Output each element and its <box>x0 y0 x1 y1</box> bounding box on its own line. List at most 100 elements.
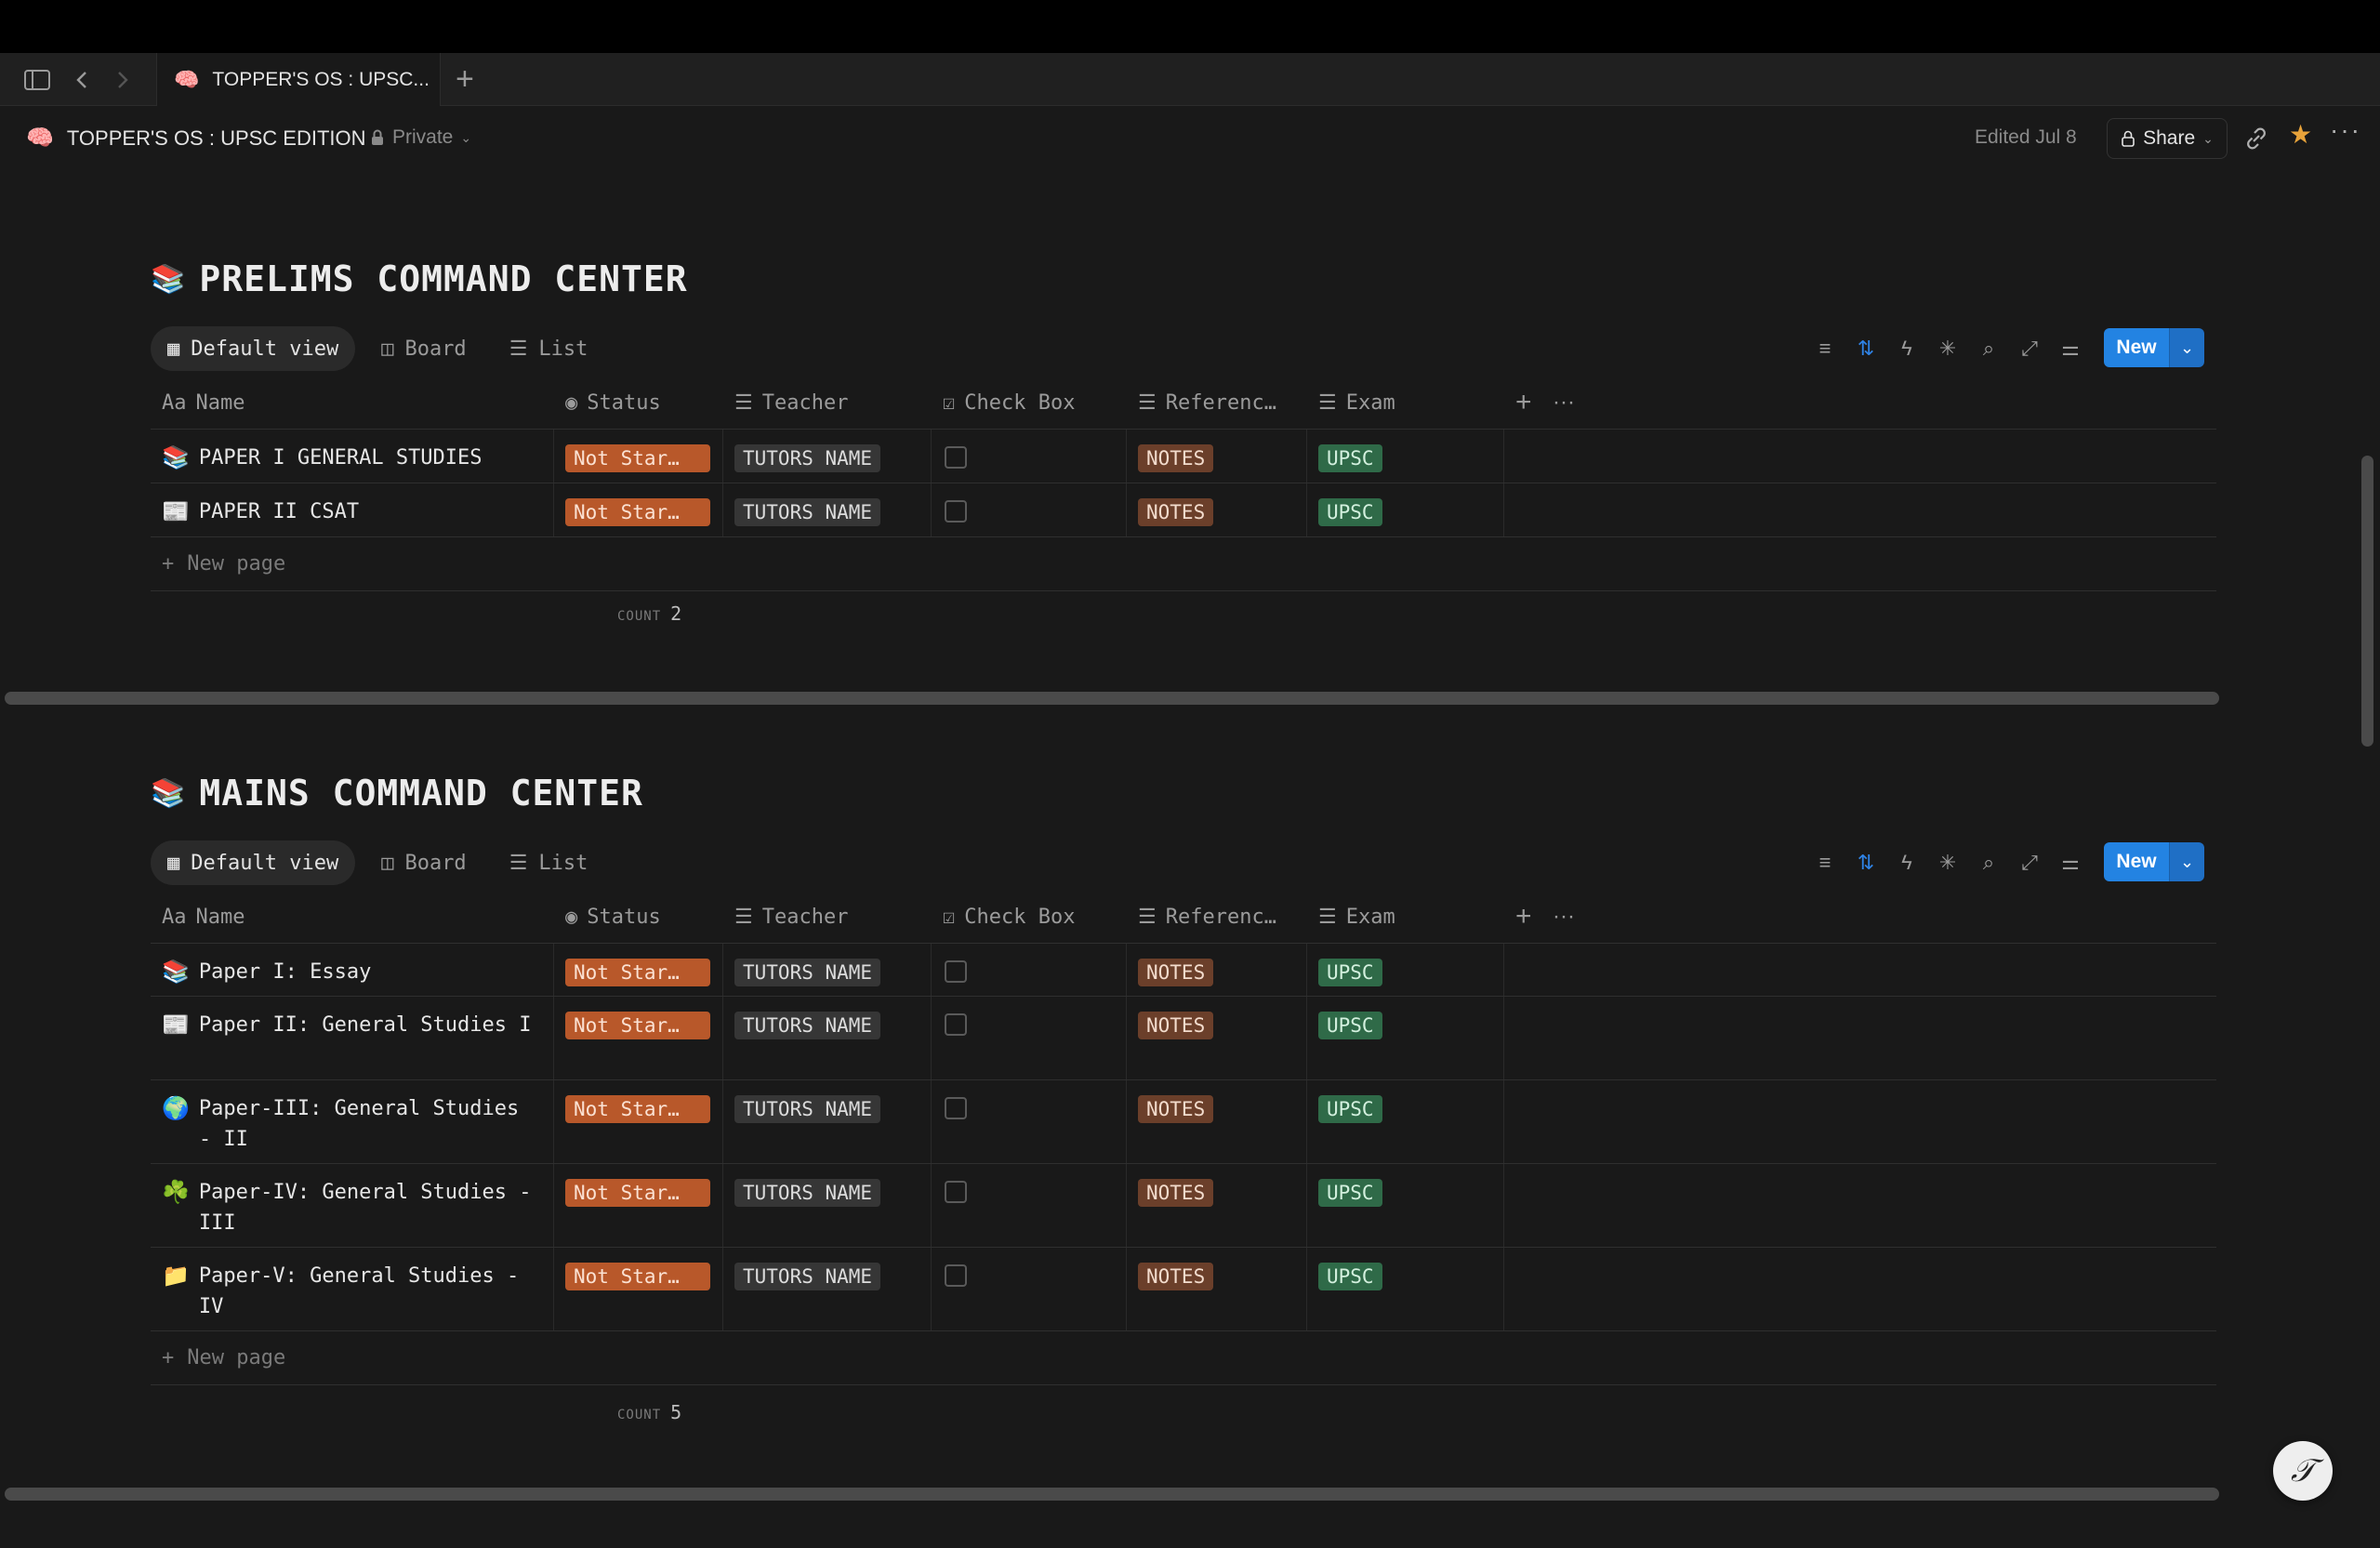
reference-cell[interactable]: NOTES <box>1127 944 1307 996</box>
checkbox[interactable] <box>945 1264 967 1287</box>
filter-icon[interactable]: ≡ <box>1818 851 1831 874</box>
reference-cell[interactable]: NOTES <box>1127 1164 1307 1247</box>
tab-list[interactable]: ☰ List <box>493 326 605 371</box>
status-cell[interactable]: Not Star… <box>554 997 723 1079</box>
table-row[interactable]: 📚 PAPER I GENERAL STUDIES Not Star… TUTOR… <box>151 430 2216 483</box>
count-summary[interactable]: COUNT 2 <box>617 602 681 625</box>
column-header-name[interactable]: Aa Name <box>162 890 245 944</box>
teacher-cell[interactable]: TUTORS NAME <box>723 944 932 996</box>
checkbox[interactable] <box>945 1013 967 1036</box>
reference-cell[interactable]: NOTES <box>1127 997 1307 1079</box>
reference-cell[interactable]: NOTES <box>1127 430 1307 483</box>
chevron-down-icon[interactable]: ⌄ <box>2169 328 2204 367</box>
tab-default-view[interactable]: ▦ Default view <box>151 840 356 885</box>
status-cell[interactable]: Not Star… <box>554 944 723 996</box>
new-record-button[interactable]: New ⌄ <box>2104 842 2204 881</box>
count-summary[interactable]: COUNT 5 <box>617 1401 681 1423</box>
exam-cell[interactable]: UPSC <box>1307 1080 1504 1163</box>
column-header-checkbox[interactable]: ☑ Check Box <box>943 890 1075 944</box>
sidebar-toggle-icon[interactable] <box>22 65 52 95</box>
exam-cell[interactable]: UPSC <box>1307 1164 1504 1247</box>
automation-bolt-icon[interactable]: ϟ <box>1901 337 1912 360</box>
reference-cell[interactable]: NOTES <box>1127 1080 1307 1163</box>
filter-icon[interactable]: ≡ <box>1818 337 1831 360</box>
more-options-icon[interactable]: ··· <box>1553 904 1575 929</box>
checkbox[interactable] <box>945 1181 967 1203</box>
tab-list[interactable]: ☰ List <box>493 840 605 885</box>
column-header-reference[interactable]: ☰ Referenc… <box>1138 890 1276 944</box>
status-cell[interactable]: Not Star… <box>554 430 723 483</box>
sort-icon[interactable]: ⇅ <box>1857 337 1875 360</box>
row-title[interactable]: PAPER II CSAT <box>198 500 360 523</box>
column-header-reference[interactable]: ☰ Referenc… <box>1138 376 1276 430</box>
chevron-down-icon[interactable]: ⌄ <box>2169 842 2204 881</box>
exam-cell[interactable]: UPSC <box>1307 1248 1504 1330</box>
exam-cell[interactable]: UPSC <box>1307 944 1504 996</box>
checkbox[interactable] <box>945 1097 967 1119</box>
favorite-star-icon[interactable]: ★ <box>2289 120 2313 149</box>
row-title[interactable]: Paper-III: General Studies - II <box>198 1097 520 1151</box>
share-button[interactable]: Share ⌄ <box>2107 118 2228 159</box>
help-assistant-icon[interactable]: 𝒯 <box>2273 1441 2333 1501</box>
back-arrow-icon[interactable] <box>67 65 97 95</box>
status-cell[interactable]: Not Star… <box>554 1248 723 1330</box>
column-header-status[interactable]: ◉ Status <box>565 890 661 944</box>
new-button-label[interactable]: New <box>2104 328 2169 367</box>
row-title[interactable]: Paper I: Essay <box>198 960 372 984</box>
table-row[interactable]: 📚 Paper I: Essay Not Star… TUTORS NAME NO… <box>151 944 2216 997</box>
exam-cell[interactable]: UPSC <box>1307 997 1504 1079</box>
status-cell[interactable]: Not Star… <box>554 483 723 536</box>
teacher-cell[interactable]: TUTORS NAME <box>723 1164 932 1247</box>
reference-cell[interactable]: NOTES <box>1127 1248 1307 1330</box>
tab-board[interactable]: ◫ Board <box>364 840 483 885</box>
table-row[interactable]: 📁 Paper-V: General Studies - IV Not Star…… <box>151 1248 2216 1331</box>
new-button-label[interactable]: New <box>2104 842 2169 881</box>
horizontal-scrollbar[interactable] <box>5 692 2219 705</box>
new-page-button[interactable]: + New page <box>151 537 2216 591</box>
privacy-dropdown[interactable]: Private ⌄ <box>370 126 471 149</box>
new-tab-button[interactable]: + <box>456 61 474 97</box>
browser-tab[interactable]: 🧠 TOPPER'S OS : UPSC... <box>156 53 441 106</box>
column-header-status[interactable]: ◉ Status <box>565 376 661 430</box>
add-column-icon[interactable]: + <box>1515 387 1532 417</box>
teacher-cell[interactable]: TUTORS NAME <box>723 1248 932 1330</box>
status-cell[interactable]: Not Star… <box>554 1080 723 1163</box>
ai-sparkle-icon[interactable]: ✳ <box>1938 851 1957 874</box>
status-cell[interactable]: Not Star… <box>554 1164 723 1247</box>
table-row[interactable]: 📰 Paper II: General Studies I Not Star… T… <box>151 997 2216 1080</box>
exam-cell[interactable]: UPSC <box>1307 483 1504 536</box>
breadcrumb[interactable]: 🧠 TOPPER'S OS : UPSC EDITION <box>26 125 366 152</box>
name-cell[interactable]: 🌍 Paper-III: General Studies - II <box>151 1080 554 1163</box>
new-page-button[interactable]: + New page <box>151 1331 2216 1385</box>
row-title[interactable]: Paper II: General Studies I <box>198 1013 532 1037</box>
name-cell[interactable]: 📚 Paper I: Essay <box>151 944 554 996</box>
name-cell[interactable]: 📚 PAPER I GENERAL STUDIES <box>151 430 554 483</box>
reference-cell[interactable]: NOTES <box>1127 483 1307 536</box>
add-column-icon[interactable]: + <box>1515 901 1532 932</box>
expand-icon[interactable]: ⤢ <box>2021 851 2038 874</box>
tab-board[interactable]: ◫ Board <box>364 326 483 371</box>
column-header-teacher[interactable]: ☰ Teacher <box>734 890 848 944</box>
teacher-cell[interactable]: TUTORS NAME <box>723 1080 932 1163</box>
name-cell[interactable]: ☘️ Paper-IV: General Studies - III <box>151 1164 554 1247</box>
column-header-name[interactable]: Aa Name <box>162 376 245 430</box>
row-title[interactable]: Paper-IV: General Studies - III <box>198 1181 532 1235</box>
teacher-cell[interactable]: TUTORS NAME <box>723 483 932 536</box>
column-header-teacher[interactable]: ☰ Teacher <box>734 376 848 430</box>
column-header-checkbox[interactable]: ☑ Check Box <box>943 376 1075 430</box>
row-title[interactable]: PAPER I GENERAL STUDIES <box>198 446 483 470</box>
name-cell[interactable]: 📰 Paper II: General Studies I <box>151 997 554 1079</box>
exam-cell[interactable]: UPSC <box>1307 430 1504 483</box>
more-options-icon[interactable]: ··· <box>1553 390 1575 415</box>
new-record-button[interactable]: New ⌄ <box>2104 328 2204 367</box>
checkbox[interactable] <box>945 500 967 523</box>
forward-arrow-icon[interactable] <box>108 65 138 95</box>
name-cell[interactable]: 📁 Paper-V: General Studies - IV <box>151 1248 554 1330</box>
column-header-exam[interactable]: ☰ Exam <box>1318 376 1395 430</box>
tab-default-view[interactable]: ▦ Default view <box>151 326 356 371</box>
search-icon[interactable]: ⌕ <box>1982 851 1995 874</box>
teacher-cell[interactable]: TUTORS NAME <box>723 430 932 483</box>
table-row[interactable]: 🌍 Paper-III: General Studies - II Not Sta… <box>151 1080 2216 1164</box>
ai-sparkle-icon[interactable]: ✳ <box>1938 337 1957 360</box>
name-cell[interactable]: 📰 PAPER II CSAT <box>151 483 554 536</box>
